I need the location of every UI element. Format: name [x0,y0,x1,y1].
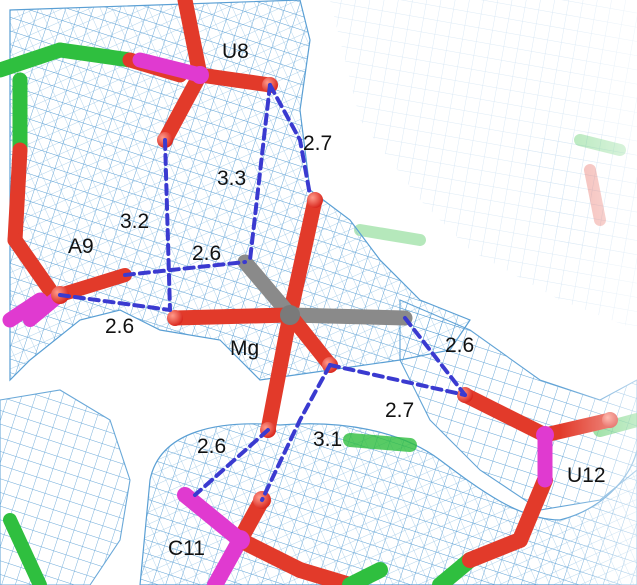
bond-u8-to-a9-water [163,138,172,312]
bond-u8-to-mg-water [248,83,272,262]
coordination-bonds [58,83,467,502]
u8-phosphate [132,0,278,148]
distance-label: 2.6 [105,315,134,338]
distance-label: 2.6 [197,435,226,458]
distance-label: 2.7 [303,132,332,155]
label-c11: C11 [168,537,205,560]
edge-fade [560,0,637,585]
distance-label: 3.2 [120,210,149,233]
c11-phosphate [177,487,308,585]
bond-water-to-c11-left [193,428,270,497]
bond-water-to-u12-lower [328,363,467,397]
distance-label: 3.1 [313,428,342,451]
label-u8: U8 [222,40,249,63]
distance-label: 2.7 [385,399,414,422]
distance-label: 2.6 [445,334,474,357]
label-mg: Mg [230,337,259,360]
bond-water-to-c11 [260,363,332,502]
distance-label: 3.3 [217,167,246,190]
magnesium-octahedron [167,192,413,438]
bond-water-to-u12 [403,316,467,397]
annotation-labels: U8 A9 C11 U12 Mg 2.7 3.3 3.2 2.6 2.6 2.6… [68,40,606,560]
bond-a9-to-water-upper [123,260,247,277]
distance-label: 2.6 [192,242,221,265]
a9-phosphate [23,268,132,327]
label-a9: A9 [68,235,94,258]
label-u12: U12 [567,464,606,487]
bond-u8-o-to-water [268,83,312,197]
bond-a9-to-water [58,293,172,312]
